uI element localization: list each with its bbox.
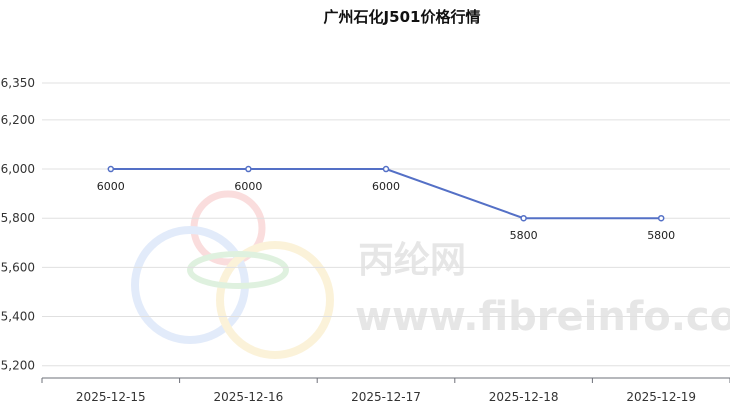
x-axis: 2025-12-15 2025-12-16 2025-12-17 2025-12-18… [41,377,730,404]
data-point[interactable] [657,214,665,222]
y-tick-label: 5,400 [1,310,35,324]
x-tick-label: 2025-12-18 [489,390,559,404]
data-point[interactable] [245,165,252,173]
y-tick-label: 6,350 [1,76,35,90]
data-point[interactable] [382,165,390,173]
x-tick-label: 2025-12-19 [626,390,696,404]
y-tick-label: 6,000 [1,162,35,176]
y-tick-label: 5,200 [1,359,35,373]
y-tick-label: 6,200 [1,113,35,127]
watermark-brand: 丙纶网 [358,240,466,281]
y-tick-label: 5,600 [1,260,35,274]
data-label: 5800 [647,229,675,242]
data-label: 6000 [372,180,400,193]
plot-area: 6000 6000 6000 5800 5800 [97,165,675,242]
y-axis: 5,200 5,400 5,600 5,800 6,000 6,200 6,350 [1,76,35,373]
data-label: 5800 [510,229,538,242]
y-tick-label: 5,800 [1,211,35,225]
data-point[interactable] [520,214,527,222]
chart-title: 广州石化J501价格行情 [324,8,481,26]
x-tick-label: 2025-12-17 [351,390,421,404]
data-point[interactable] [107,165,115,173]
data-label: 6000 [97,180,125,193]
data-label: 6000 [234,180,262,193]
x-tick-label: 2025-12-15 [76,390,146,404]
series-line [110,168,662,220]
watermark-logo [131,190,334,359]
x-tick-label: 2025-12-16 [214,390,284,404]
